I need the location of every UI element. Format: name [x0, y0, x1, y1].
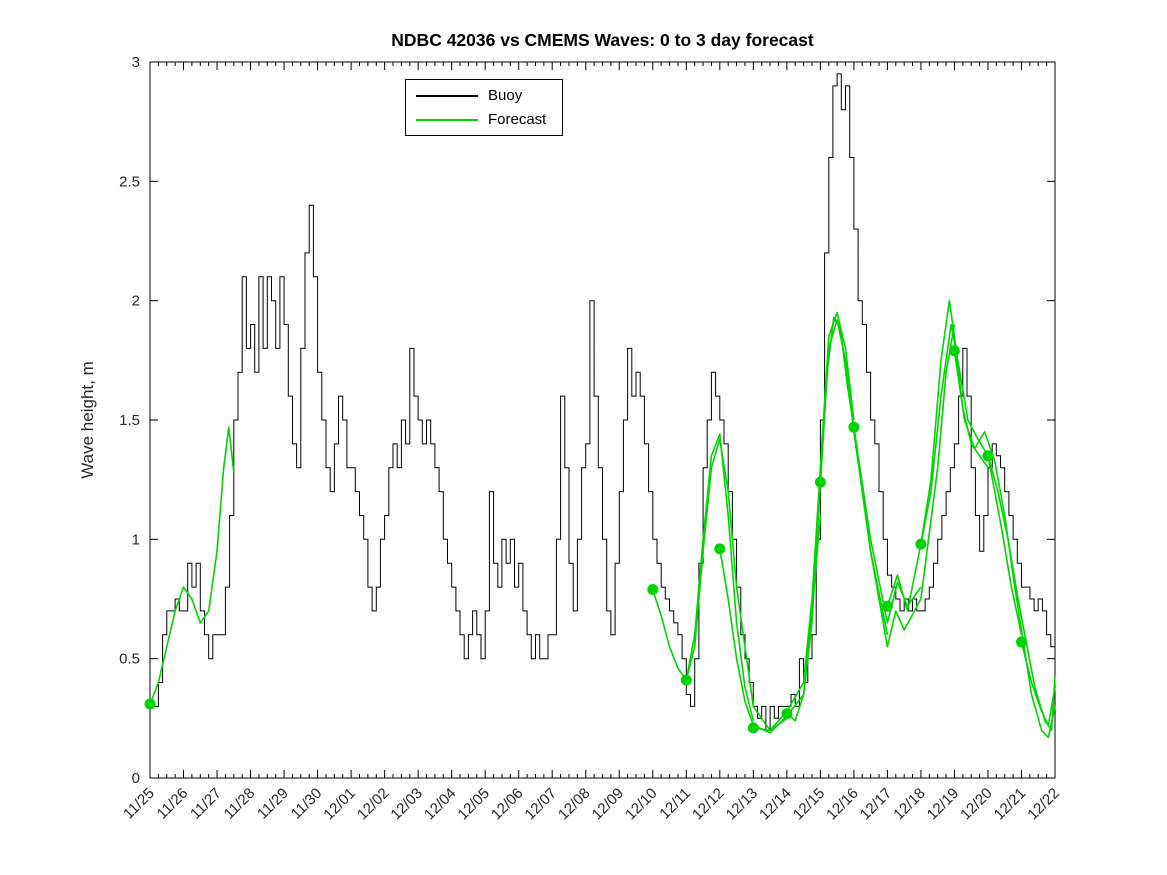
- svg-text:1.5: 1.5: [119, 412, 140, 429]
- svg-text:12/02: 12/02: [354, 785, 393, 824]
- svg-text:12/17: 12/17: [857, 785, 896, 824]
- svg-text:0.5: 0.5: [119, 651, 140, 668]
- svg-text:12/11: 12/11: [656, 785, 694, 823]
- svg-text:12/21: 12/21: [991, 785, 1030, 824]
- svg-text:12/18: 12/18: [890, 785, 929, 824]
- svg-text:11/29: 11/29: [254, 785, 292, 823]
- svg-text:11/30: 11/30: [288, 785, 326, 823]
- svg-text:12/22: 12/22: [1024, 785, 1063, 824]
- legend-entry-forecast: Forecast: [416, 111, 546, 128]
- svg-text:0: 0: [132, 770, 140, 787]
- svg-text:11/28: 11/28: [221, 785, 259, 823]
- legend-label-buoy: Buoy: [488, 87, 523, 104]
- svg-text:2: 2: [132, 293, 140, 310]
- svg-text:12/20: 12/20: [957, 785, 996, 824]
- svg-text:11/25: 11/25: [120, 785, 158, 823]
- svg-text:1: 1: [132, 531, 140, 548]
- svg-text:11/26: 11/26: [154, 785, 192, 823]
- svg-text:12/12: 12/12: [689, 785, 728, 824]
- svg-text:2.5: 2.5: [119, 173, 140, 190]
- svg-text:12/04: 12/04: [421, 785, 460, 824]
- svg-text:12/15: 12/15: [790, 785, 829, 824]
- forecast-line-swatch: [416, 118, 478, 121]
- svg-text:3: 3: [132, 54, 140, 71]
- buoy-line-swatch: [416, 94, 478, 97]
- svg-text:12/08: 12/08: [555, 785, 594, 824]
- svg-text:12/19: 12/19: [924, 785, 963, 824]
- legend-label-forecast: Forecast: [488, 111, 547, 128]
- svg-text:11/27: 11/27: [187, 785, 225, 823]
- svg-text:12/10: 12/10: [622, 785, 661, 824]
- chart-title: NDBC 42036 vs CMEMS Waves: 0 to 3 day fo…: [391, 30, 814, 50]
- legend: Buoy Forecast: [405, 79, 564, 136]
- svg-text:12/01: 12/01: [320, 785, 359, 824]
- svg-text:12/03: 12/03: [387, 785, 426, 824]
- svg-text:12/14: 12/14: [756, 785, 795, 824]
- svg-text:12/16: 12/16: [823, 785, 862, 824]
- svg-text:12/13: 12/13: [723, 785, 762, 824]
- svg-text:12/09: 12/09: [589, 785, 628, 824]
- svg-text:12/07: 12/07: [521, 785, 560, 824]
- svg-text:12/05: 12/05: [454, 785, 493, 824]
- legend-entry-buoy: Buoy: [416, 87, 546, 104]
- svg-text:12/06: 12/06: [488, 785, 527, 824]
